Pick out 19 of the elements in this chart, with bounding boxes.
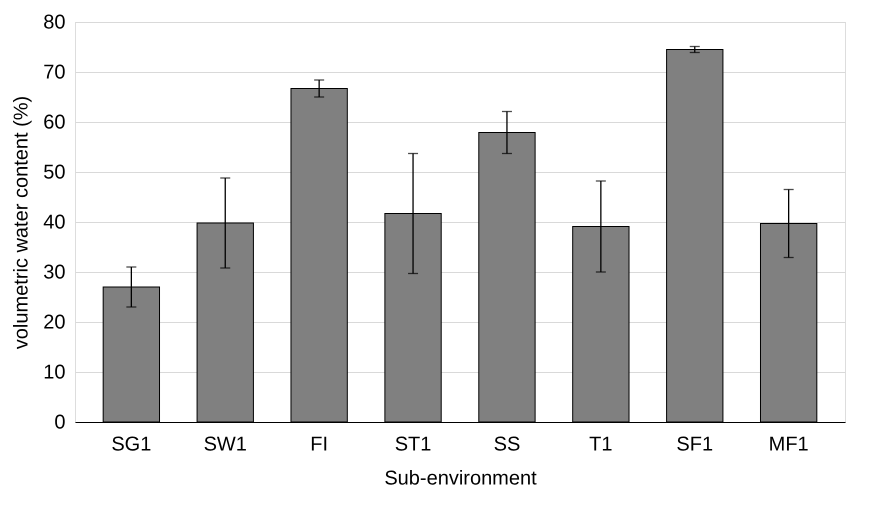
y-tick-label: 10: [43, 362, 66, 384]
y-tick-label: 80: [43, 12, 66, 34]
y-tick-label: 70: [43, 62, 66, 84]
x-tick-label: ST1: [394, 434, 432, 456]
y-tick-label: 30: [43, 262, 66, 284]
y-tick-label: 50: [43, 162, 66, 184]
y-tick-label: 20: [43, 312, 66, 334]
y-tick-label: 0: [54, 412, 66, 434]
y-tick-label: 40: [43, 212, 66, 234]
x-tick-label: SS: [494, 434, 520, 456]
x-tick-label: MF1: [768, 434, 809, 456]
y-tick-label: 60: [43, 112, 66, 134]
x-tick-label: FI: [310, 434, 328, 456]
x-tick-label: SF1: [676, 434, 714, 456]
x-tick-label: SG1: [111, 434, 152, 456]
y-axis-title: volumetric water content (%): [10, 96, 32, 350]
x-tick-label: SW1: [204, 434, 247, 456]
x-axis-title: Sub-environment: [384, 468, 538, 490]
x-tick-label: T1: [589, 434, 613, 456]
